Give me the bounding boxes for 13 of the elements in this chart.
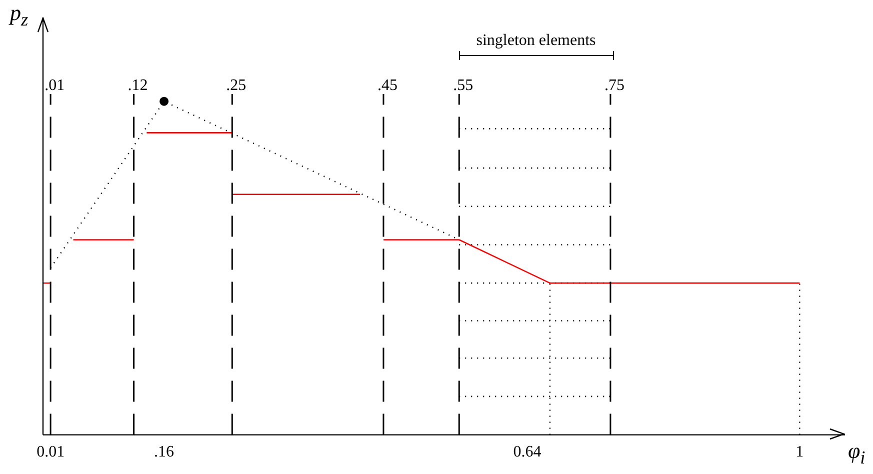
x-tick-label: 0.64	[513, 444, 542, 461]
x-axis-title: φ$_{i}$	[848, 438, 866, 468]
ref-line-label: .12	[128, 77, 148, 94]
ref-line-label: .55	[453, 77, 474, 94]
ref-line-label: .45	[377, 77, 398, 94]
ref-line-label: .25	[226, 77, 246, 94]
x-tick-label: .16	[154, 444, 174, 461]
ref-line-label: .75	[604, 77, 624, 94]
x-tick-label: 0.01	[36, 444, 65, 461]
text: singleton elements	[475, 32, 597, 50]
ref-line-label: .01	[44, 77, 65, 94]
x-tick-label: 1	[796, 444, 804, 461]
y-axis-title: p$_{z}$	[10, 0, 28, 30]
